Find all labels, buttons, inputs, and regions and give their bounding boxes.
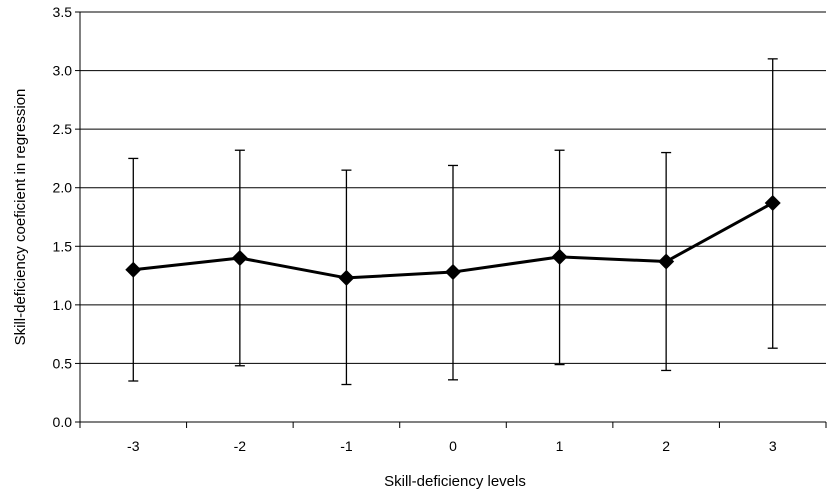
y-tick-label: 1.0 bbox=[53, 297, 73, 313]
y-tick-label: 0.0 bbox=[53, 414, 73, 430]
y-axis-ticks: 0.0 0.5 1.0 1.5 2.0 2.5 3.0 3.5 bbox=[53, 4, 80, 430]
x-tick-label: 2 bbox=[662, 438, 670, 454]
data-point bbox=[764, 194, 781, 211]
y-tick-label: 2.5 bbox=[53, 121, 73, 137]
data-markers bbox=[125, 194, 781, 286]
x-tick-label: 0 bbox=[449, 438, 457, 454]
data-point bbox=[445, 264, 461, 281]
axes bbox=[79, 12, 826, 423]
y-tick-label: 1.5 bbox=[53, 238, 73, 254]
x-tick-label: 1 bbox=[556, 438, 564, 454]
y-tick-label: 3.5 bbox=[53, 4, 73, 20]
data-point bbox=[125, 261, 142, 278]
data-point bbox=[658, 253, 675, 270]
x-axis-ticks: -3 -2 -1 0 1 2 3 bbox=[79, 422, 827, 454]
x-axis-title: Skill-deficiency levels bbox=[384, 473, 526, 490]
y-tick-label: 2.0 bbox=[53, 180, 73, 196]
x-tick-label: -3 bbox=[127, 438, 140, 454]
data-point bbox=[338, 269, 355, 286]
error-bars bbox=[128, 58, 778, 386]
y-axis-title: Skill-deficiency coeficient in regressio… bbox=[12, 89, 29, 346]
data-point bbox=[231, 250, 248, 266]
data-point bbox=[551, 248, 568, 265]
y-tick-label: 0.5 bbox=[53, 355, 73, 371]
y-tick-label: 3.0 bbox=[53, 63, 73, 79]
x-tick-label: -1 bbox=[340, 438, 353, 454]
x-tick-label: -2 bbox=[234, 438, 247, 454]
x-tick-label: 3 bbox=[769, 438, 777, 454]
